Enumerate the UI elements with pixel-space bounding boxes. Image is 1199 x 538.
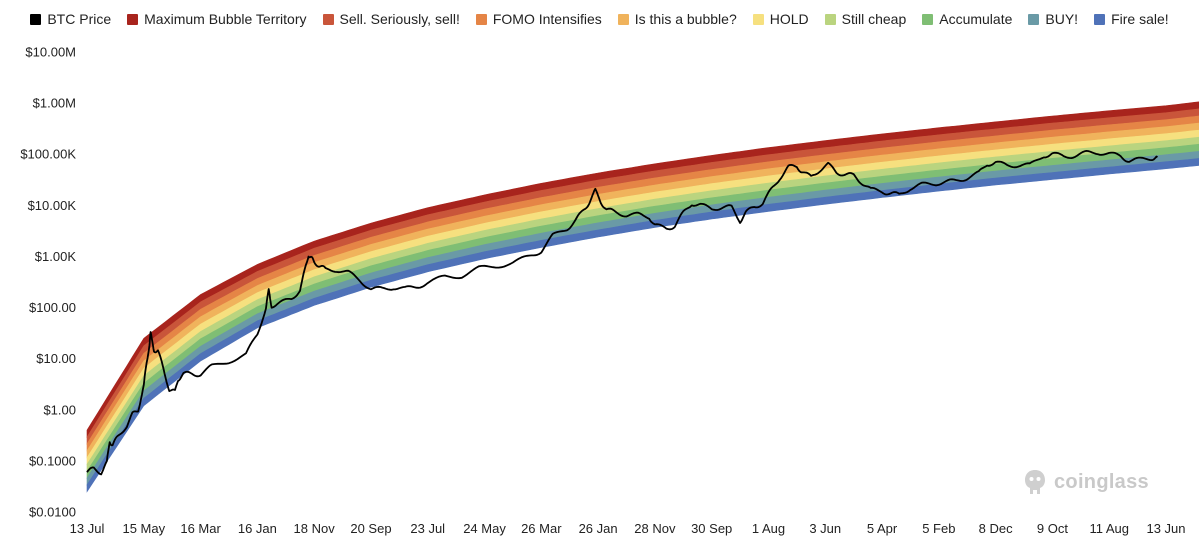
x-tick-label: 8 Dec <box>979 521 1013 536</box>
x-tick-label: 20 Sep <box>350 521 391 536</box>
legend-swatch <box>1094 13 1106 25</box>
legend-label: FOMO Intensifies <box>492 11 602 27</box>
y-axis: $0.0100 $0.1000 $1.00 $10.00 $100.00 $1.00K $1… <box>20 45 76 520</box>
legend-label: HOLD <box>769 11 809 27</box>
legend-item-accumulate[interactable]: Accumulate <box>922 11 1012 27</box>
legend-label: Accumulate <box>939 11 1013 27</box>
price-series-layer <box>86 150 1158 476</box>
y-tick-label: $100.00 <box>29 300 76 315</box>
x-tick-label: 9 Oct <box>1037 521 1068 536</box>
legend-label: Is this a bubble? <box>634 11 737 27</box>
y-tick-label: $10.00 <box>36 351 76 366</box>
x-tick-label: 5 Apr <box>867 521 898 536</box>
x-tick-label: 16 Mar <box>180 521 221 536</box>
y-tick-label: $1.00M <box>33 96 76 111</box>
legend-label: Fire sale! <box>1111 11 1169 27</box>
legend-label: Sell. Seriously, sell! <box>339 11 460 27</box>
legend-item-sell-seriously-sell[interactable]: Sell. Seriously, sell! <box>322 11 460 27</box>
x-tick-label: 18 Nov <box>294 521 336 536</box>
watermark: coinglass <box>1022 468 1149 496</box>
legend-swatch <box>1028 13 1040 25</box>
x-tick-label: 26 Mar <box>521 521 562 536</box>
x-tick-label: 3 Jun <box>809 521 841 536</box>
legend-item-fomo-intensifies[interactable]: FOMO Intensifies <box>475 11 602 27</box>
x-tick-label: 23 Jul <box>410 521 445 536</box>
x-tick-label: 13 Jul <box>70 521 105 536</box>
legend: BTC Price Maximum Bubble Territory Sell. S… <box>0 8 1199 30</box>
y-tick-label: $0.1000 <box>29 453 76 468</box>
x-tick-label: 1 Aug <box>752 521 785 536</box>
legend-item-fire-sale[interactable]: Fire sale! <box>1094 11 1169 27</box>
legend-label: Still cheap <box>841 11 907 27</box>
y-tick-label: $10.00M <box>25 45 76 60</box>
x-tick-label: 30 Sep <box>691 521 732 536</box>
legend-item-hold[interactable]: HOLD <box>752 11 809 27</box>
series-line-btc-price <box>86 150 1158 476</box>
rainbow-bands <box>86 101 1199 493</box>
legend-swatch <box>752 13 764 25</box>
legend-label: BTC Price <box>47 11 112 27</box>
x-tick-label: 24 May <box>463 521 506 536</box>
legend-item-btc-price[interactable]: BTC Price <box>30 11 111 27</box>
x-axis: 13 Jul 15 May 16 Mar 16 Jan 18 Nov 20 Sep 23 J… <box>70 521 1186 536</box>
y-tick-label: $10.00K <box>28 198 77 213</box>
x-tick-label: 13 Jun <box>1146 521 1185 536</box>
x-tick-label: 26 Jan <box>579 521 618 536</box>
band-fire-sale <box>86 158 1199 493</box>
watermark-text: coinglass <box>1054 470 1149 493</box>
legend-swatch <box>127 13 139 25</box>
x-tick-label: 15 May <box>122 521 165 536</box>
legend-swatch <box>322 13 334 25</box>
y-tick-label: $1.00K <box>35 249 77 264</box>
legend-label: BUY! <box>1045 11 1079 27</box>
legend-swatch <box>922 13 934 25</box>
x-tick-label: 16 Jan <box>238 521 277 536</box>
x-tick-label: 11 Aug <box>1089 521 1129 536</box>
coinglass-logo-icon <box>1025 470 1045 494</box>
y-tick-label: $100.00K <box>20 147 76 162</box>
legend-swatch <box>824 13 836 25</box>
legend-swatch <box>30 13 42 25</box>
legend-swatch <box>475 13 487 25</box>
legend-item-buy[interactable]: BUY! <box>1028 11 1078 27</box>
x-tick-label: 5 Feb <box>922 521 955 536</box>
legend-label: Maximum Bubble Territory <box>144 11 307 27</box>
y-tick-label: $1.00 <box>43 402 76 417</box>
legend-item-still-cheap[interactable]: Still cheap <box>824 11 907 27</box>
legend-item-is-this-a-bubble[interactable]: Is this a bubble? <box>617 11 737 27</box>
y-tick-label: $0.0100 <box>29 505 76 520</box>
legend-item-maximum-bubble-territory[interactable]: Maximum Bubble Territory <box>127 11 307 27</box>
legend-swatch <box>617 13 629 25</box>
x-tick-label: 28 Nov <box>634 521 676 536</box>
